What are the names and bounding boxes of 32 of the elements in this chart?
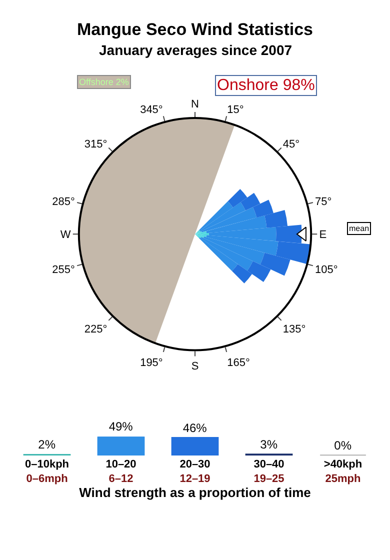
text: 285° [52, 196, 75, 208]
text: N [191, 98, 200, 111]
text: 75° [315, 196, 332, 208]
text: 315° [84, 138, 108, 150]
x-tick-label: >40kph 25mph [324, 458, 362, 485]
data-label: 0% [334, 438, 352, 452]
text: January averages since 2007 [99, 42, 292, 58]
text: 135° [282, 323, 306, 336]
data-label: 46% [182, 420, 208, 435]
data-label: 49% [108, 420, 134, 434]
text: E [319, 228, 327, 241]
text: 15° [227, 104, 244, 116]
text: 105° [315, 264, 338, 276]
text: 225° [84, 323, 108, 336]
x-tick-label: 10–20 6–12 [106, 458, 136, 485]
x-tick-label: 0–10kph 0–6mph [24, 458, 70, 485]
data-label: 2% [38, 438, 56, 452]
text: W [60, 228, 72, 241]
text: Mangue Seco Wind Statistics [77, 20, 313, 39]
data-label: 3% [260, 437, 278, 452]
text: 165° [227, 356, 250, 369]
x-axis-title: Wind strength as a proportion of time [79, 484, 311, 500]
text: 195° [140, 356, 163, 369]
x-tick-label: 20–30 12–19 [180, 458, 210, 485]
text: S [191, 360, 199, 372]
text: 345° [140, 104, 163, 116]
text: Onshore 98% [217, 77, 315, 94]
text: mean [349, 224, 370, 233]
x-tick-label: 30–40 19–25 [254, 458, 284, 485]
text: 255° [52, 264, 75, 276]
text: 45° [282, 138, 300, 150]
text: Offshore 2% [79, 77, 129, 87]
